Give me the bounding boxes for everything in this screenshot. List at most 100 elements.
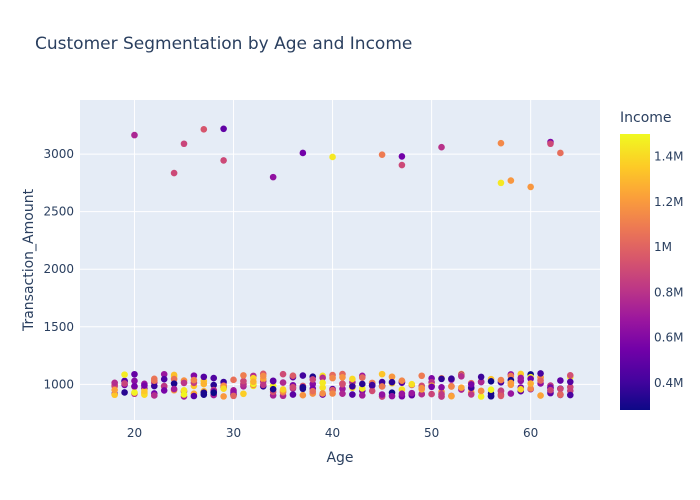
- data-point: [388, 373, 396, 381]
- data-point: [547, 386, 554, 394]
- data-point: [497, 376, 505, 384]
- data-point: [388, 378, 396, 386]
- data-point: [111, 391, 118, 399]
- data-point: [210, 389, 218, 397]
- data-point: [557, 377, 564, 384]
- data-point: [259, 372, 267, 380]
- data-point: [527, 375, 534, 383]
- data-point: [131, 389, 138, 396]
- data-point: [240, 372, 247, 379]
- data-point: [190, 376, 198, 384]
- data-point: [329, 374, 336, 382]
- data-point: [358, 392, 366, 399]
- data-point: [180, 379, 188, 387]
- data-point: [378, 383, 386, 390]
- data-point: [349, 391, 356, 398]
- data-point: [200, 373, 208, 381]
- data-point: [339, 390, 346, 397]
- data-point: [438, 393, 445, 400]
- data-point: [230, 392, 237, 400]
- x-tick-label: 40: [325, 426, 340, 440]
- data-point: [141, 382, 148, 389]
- data-point: [141, 387, 148, 395]
- data-point: [566, 391, 574, 399]
- data-point: [121, 371, 128, 378]
- data-point: [269, 173, 277, 181]
- data-point: [507, 379, 515, 387]
- data-point: [131, 382, 138, 390]
- data-point: [170, 169, 178, 177]
- colorbar-tick-label: 0.6M: [654, 331, 683, 345]
- data-point: [279, 386, 287, 393]
- data-point: [131, 377, 138, 385]
- colorbar-tick-label: 0.8M: [654, 285, 683, 299]
- data-points: [111, 125, 574, 400]
- data-point: [150, 377, 158, 384]
- data-point: [180, 140, 188, 148]
- data-point: [240, 377, 247, 385]
- data-point: [299, 149, 307, 157]
- data-point: [349, 382, 356, 390]
- data-point: [111, 386, 118, 394]
- data-point: [527, 385, 534, 392]
- data-point: [398, 153, 406, 160]
- data-point: [160, 370, 168, 378]
- data-point: [418, 390, 426, 398]
- data-point: [190, 392, 198, 400]
- data-point: [418, 372, 426, 380]
- data-point: [309, 387, 317, 395]
- data-point: [566, 378, 574, 386]
- y-tick-label: 1000: [43, 377, 74, 391]
- data-point: [121, 380, 128, 387]
- data-point: [438, 383, 445, 391]
- data-point: [121, 389, 128, 396]
- data-point: [339, 385, 346, 393]
- data-point: [220, 157, 227, 164]
- data-point: [487, 392, 495, 400]
- data-point: [279, 379, 287, 386]
- data-point: [349, 375, 356, 383]
- data-point: [269, 377, 277, 385]
- data-point: [438, 375, 445, 383]
- data-point: [467, 391, 475, 398]
- data-point: [329, 153, 336, 161]
- y-tick-label: 2500: [43, 205, 74, 219]
- y-tick-label: 3000: [43, 147, 74, 161]
- data-point: [428, 383, 435, 391]
- colorbar-tick-labels: 0.4M 0.6M 0.8M 1M 1.2M 1.4M: [654, 150, 683, 390]
- x-tick-label: 60: [523, 426, 538, 440]
- y-axis-title: Transaction_Amount: [21, 188, 37, 332]
- data-point: [438, 143, 445, 151]
- data-point: [339, 373, 346, 381]
- data-point: [220, 393, 227, 400]
- data-point: [368, 387, 376, 395]
- data-point: [319, 374, 326, 382]
- data-point: [200, 380, 208, 388]
- data-point: [458, 373, 465, 380]
- data-point: [269, 385, 277, 393]
- data-point: [230, 376, 237, 384]
- y-tick-label: 2000: [43, 262, 74, 276]
- data-point: [537, 377, 544, 384]
- data-point: [170, 380, 178, 387]
- data-point: [398, 390, 406, 398]
- data-point: [289, 372, 297, 379]
- data-point: [487, 386, 495, 393]
- x-tick-label: 20: [127, 426, 142, 440]
- colorbar-title: Income: [620, 110, 672, 126]
- colorbar-tick-label: 1M: [654, 240, 672, 254]
- data-point: [319, 384, 326, 391]
- y-tick-label: 1500: [43, 320, 74, 334]
- data-point: [428, 390, 435, 398]
- data-point: [378, 391, 386, 398]
- data-point: [131, 131, 138, 139]
- data-point: [200, 391, 208, 398]
- data-point: [250, 378, 257, 386]
- data-point: [566, 372, 574, 379]
- data-point: [477, 393, 485, 400]
- data-point: [557, 385, 564, 393]
- data-point: [557, 391, 564, 399]
- data-point: [368, 381, 376, 389]
